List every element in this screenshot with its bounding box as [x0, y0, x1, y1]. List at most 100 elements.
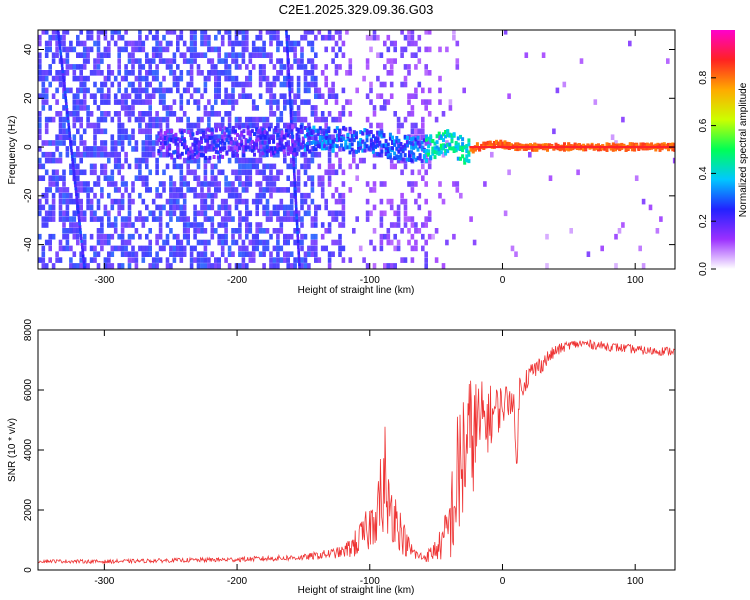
- spectrogram-cell: [96, 216, 101, 222]
- spectrogram-ridge-cell: [221, 134, 225, 139]
- spectrogram-cell: [151, 34, 156, 41]
- spectrogram-cell: [89, 210, 94, 217]
- spectrogram-ridge-cell: [165, 147, 169, 152]
- spectrogram-cell: [127, 239, 132, 246]
- spectrogram-cell: [427, 30, 432, 35]
- spectrogram-cell: [79, 257, 83, 263]
- spectrogram-cell: [245, 251, 249, 257]
- spectrogram-cell: [424, 263, 428, 269]
- spectrogram-cell: [82, 58, 87, 64]
- spectrogram-cell: [300, 192, 304, 199]
- spectrogram-cell: [120, 228, 125, 234]
- spectrogram-ridge-cell: [350, 134, 354, 138]
- spectrogram-cell: [117, 169, 121, 176]
- spectrogram-streak-cell: [60, 58, 63, 62]
- spectrogram-cell: [269, 233, 273, 240]
- spectrogram-cell: [65, 146, 70, 152]
- spectrogram-cell: [62, 245, 66, 252]
- spectrogram-cell: [138, 233, 142, 240]
- spectrogram-ridge-cell: [168, 137, 172, 142]
- spectrogram-cell: [379, 105, 384, 111]
- spectrogram-cell: [379, 181, 384, 187]
- spectrogram-cell: [310, 70, 315, 76]
- spectrogram-cell: [296, 187, 301, 193]
- spectrogram-streak-cell: [74, 187, 78, 191]
- spectrogram-ridge-cell: [459, 134, 462, 139]
- spectrogram-ridge-cell: [408, 140, 411, 145]
- spectrogram-ridge-cell: [514, 147, 518, 151]
- spectrogram-cell: [155, 204, 159, 211]
- spectrogram-ridge-cell: [367, 146, 371, 151]
- spectrogram-cell: [110, 70, 115, 76]
- spectrogram-cell: [262, 40, 266, 47]
- spectrogram-cell: [127, 216, 132, 222]
- spectrogram-cell: [417, 228, 422, 234]
- spectrogram-cell: [41, 245, 46, 252]
- spectrogram-cell: [279, 40, 284, 47]
- y-tick-label: -20: [23, 188, 34, 203]
- spectrogram-cell: [93, 257, 97, 263]
- spectrogram-cell: [58, 116, 63, 123]
- spectrogram-ridge-cell: [323, 138, 327, 143]
- spectrogram-ridge-cell: [161, 142, 165, 147]
- spectrogram-cell: [89, 70, 94, 76]
- spectrogram-ridge-cell: [461, 145, 465, 150]
- spectrogram-cell: [241, 157, 246, 164]
- spectrogram-ridge-cell: [253, 152, 256, 157]
- spectrogram-cell: [120, 181, 125, 187]
- spectrogram-cell: [196, 239, 201, 246]
- spectrogram-ridge-cell: [278, 138, 282, 143]
- spectrogram-cell: [193, 46, 197, 53]
- spectrogram-cell: [38, 157, 42, 164]
- spectrogram-cell: [272, 257, 277, 263]
- spectrogram-cell: [503, 210, 508, 217]
- spectrogram-ridge-cell: [314, 128, 318, 133]
- spectrogram-cell: [220, 239, 225, 246]
- spectrogram-cell: [196, 210, 201, 217]
- spectrogram-cell: [438, 75, 442, 82]
- spectrogram-cell: [65, 204, 70, 211]
- spectrogram-cell: [341, 204, 346, 211]
- spectrogram-cell: [293, 210, 297, 217]
- spectrogram-ridge-cell: [310, 140, 314, 145]
- spectrogram-cell: [214, 228, 218, 234]
- spectrogram-cell: [331, 216, 335, 222]
- spectrogram-cell: [131, 181, 135, 187]
- spectrogram-cell: [55, 157, 59, 164]
- spectrogram-cell: [96, 64, 101, 70]
- spectrogram-cell: [238, 64, 242, 70]
- spectrogram-cell: [283, 216, 287, 222]
- spectrogram-streak-cell: [65, 108, 69, 112]
- spectrogram-cell: [145, 111, 149, 117]
- spectrogram-cell: [331, 34, 335, 41]
- spectrogram-ridge-cell: [174, 135, 178, 139]
- spectrogram-ridge-cell: [395, 139, 399, 144]
- spectrogram-streak-cell: [293, 172, 296, 176]
- spectrogram-ridge-cell: [208, 128, 212, 133]
- spectrogram-cell: [96, 116, 101, 123]
- spectrogram-cell: [265, 30, 270, 35]
- spectrogram-cell: [258, 46, 263, 53]
- spectrogram-cell: [62, 116, 66, 123]
- spectrogram-cell: [279, 116, 284, 123]
- spectrogram-ridge-cell: [287, 125, 290, 130]
- spectrogram-cell: [424, 64, 428, 70]
- spectrogram-cell: [296, 81, 301, 88]
- spectrogram-cell: [100, 216, 104, 222]
- spectrogram-ridge-cell: [365, 138, 369, 143]
- spectrogram-cell: [379, 122, 384, 129]
- spectrogram-cell: [410, 245, 415, 252]
- spectrogram-cell: [148, 30, 152, 35]
- spectrogram-cell: [138, 111, 142, 117]
- spectrogram-ridge-cell: [384, 146, 388, 151]
- spectrogram-ridge-cell: [219, 140, 222, 145]
- spectrogram-ridge-cell: [601, 146, 605, 151]
- spectrogram-cell: [165, 105, 170, 111]
- spectrogram-cell: [376, 122, 380, 129]
- spectrogram-cell: [210, 70, 215, 76]
- spectrogram-cell: [155, 134, 159, 140]
- spectrogram-cell: [182, 87, 187, 94]
- spectrogram-cell: [289, 263, 294, 269]
- spectrogram-cell: [231, 192, 235, 199]
- spectrogram-cell: [234, 122, 239, 129]
